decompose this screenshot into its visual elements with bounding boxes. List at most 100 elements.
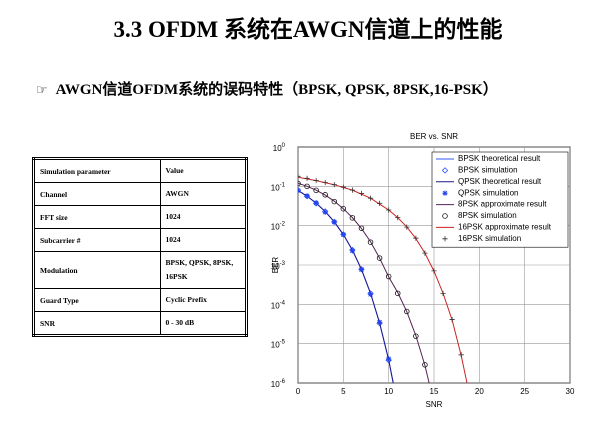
marker xyxy=(377,319,383,325)
y-tick-exponent: -4 xyxy=(280,300,286,306)
y-axis-label: BER xyxy=(271,257,280,274)
y-tick-base: 10 xyxy=(273,144,282,153)
marker xyxy=(442,190,448,196)
y-tick-label: 100 xyxy=(273,143,286,154)
legend-label: 8PSK simulation xyxy=(458,211,517,220)
table-cell: BPSK, QPSK, 8PSK, 16PSK xyxy=(159,251,248,289)
marker xyxy=(313,200,319,206)
table-row: SNR 0 - 30 dB xyxy=(33,311,248,336)
table-row: Simulation parameter Value xyxy=(33,158,248,183)
y-tick-exponent: -1 xyxy=(280,182,286,188)
marker xyxy=(440,290,446,296)
x-tick-label: 25 xyxy=(520,387,529,396)
marker xyxy=(298,180,301,187)
table-cell: Cyclic Prefix xyxy=(159,288,248,312)
marker xyxy=(422,362,428,368)
marker xyxy=(349,248,355,254)
table-cell: 0 - 30 dB xyxy=(159,311,248,336)
marker xyxy=(404,308,410,315)
table-cell: FFT size xyxy=(33,205,161,229)
y-tick-base: 10 xyxy=(271,380,280,389)
marker xyxy=(449,316,455,323)
table-cell: 1024 xyxy=(159,228,248,252)
marker xyxy=(458,352,464,358)
marker xyxy=(377,200,383,206)
y-tick-label: 10-2 xyxy=(271,221,286,232)
legend-label: BPSK simulation xyxy=(458,166,518,175)
marker xyxy=(349,187,355,193)
y-tick-label: 10-6 xyxy=(271,379,286,390)
marker xyxy=(358,266,365,273)
marker xyxy=(395,215,401,221)
marker xyxy=(386,356,392,362)
x-tick-label: 5 xyxy=(341,387,346,396)
marker xyxy=(394,290,401,297)
marker xyxy=(376,255,383,261)
marker xyxy=(331,182,337,188)
bullet: ☞ AWGN信道OFDM系统的误码特性（BPSK, QPSK, 8PSK,16-P… xyxy=(36,78,498,99)
marker xyxy=(304,183,310,190)
x-tick-label: 30 xyxy=(566,387,575,396)
table-cell: Guard Type xyxy=(33,288,161,312)
marker xyxy=(413,235,419,241)
marker xyxy=(340,232,346,238)
slide-title: 3.3 OFDM 系统在AWGN信道上的性能 xyxy=(113,17,503,42)
marker xyxy=(322,179,328,186)
chart-title: BER vs. SNR xyxy=(410,132,458,141)
table-row: Guard Type Cyclic Prefix xyxy=(33,288,248,312)
x-axis-label: SNR xyxy=(426,400,443,409)
marker xyxy=(367,195,374,201)
marker xyxy=(404,224,410,230)
marker xyxy=(322,192,328,198)
marker xyxy=(386,207,392,213)
marker xyxy=(441,167,449,174)
marker xyxy=(340,205,347,212)
y-tick-exponent: -3 xyxy=(280,261,286,267)
marker xyxy=(358,225,365,231)
header-cell: Simulation parameter xyxy=(33,158,161,183)
y-tick-base: 10 xyxy=(271,301,280,310)
legend-label: QPSK theoretical result xyxy=(458,177,542,186)
y-tick-exponent: -5 xyxy=(280,339,286,345)
marker xyxy=(442,213,448,219)
legend-label: 8PSK approximate result xyxy=(458,200,547,209)
marker xyxy=(340,184,346,190)
marker xyxy=(322,209,328,215)
y-tick-base: 10 xyxy=(271,223,280,232)
marker xyxy=(313,177,319,184)
bullet-icon: ☞ xyxy=(36,83,48,98)
table-cell: Modulation xyxy=(33,251,161,289)
marker xyxy=(349,215,356,221)
marker xyxy=(367,291,374,297)
marker xyxy=(413,333,419,339)
x-tick-label: 15 xyxy=(430,387,439,396)
marker xyxy=(298,173,301,179)
series-line xyxy=(298,182,430,383)
y-tick-label: 10-1 xyxy=(271,182,286,193)
marker xyxy=(298,187,301,194)
marker xyxy=(331,198,338,205)
x-tick-label: 0 xyxy=(296,387,301,396)
table-cell: Subcarrier # xyxy=(33,228,161,252)
y-tick-exponent: 0 xyxy=(282,143,286,149)
y-tick-exponent: -6 xyxy=(280,379,286,385)
marker xyxy=(304,193,310,199)
x-tick-label: 10 xyxy=(384,387,393,396)
legend-label: 16PSK simulation xyxy=(458,234,521,243)
table-cell: SNR xyxy=(33,311,161,336)
y-tick-exponent: -2 xyxy=(280,221,286,227)
table-row: Modulation BPSK, QPSK, 8PSK, 16PSK xyxy=(33,251,248,289)
marker xyxy=(422,250,428,256)
table-row: Subcarrier #1024 xyxy=(33,228,248,252)
y-tick-label: 10-5 xyxy=(271,339,286,350)
marker xyxy=(385,273,392,280)
legend-label: 16PSK approximate result xyxy=(458,223,552,232)
y-tick-base: 10 xyxy=(271,262,280,271)
y-tick-base: 10 xyxy=(271,341,280,350)
marker xyxy=(304,175,310,181)
y-tick-base: 10 xyxy=(271,183,280,192)
marker xyxy=(358,190,365,197)
header-cell: Value xyxy=(159,158,248,183)
